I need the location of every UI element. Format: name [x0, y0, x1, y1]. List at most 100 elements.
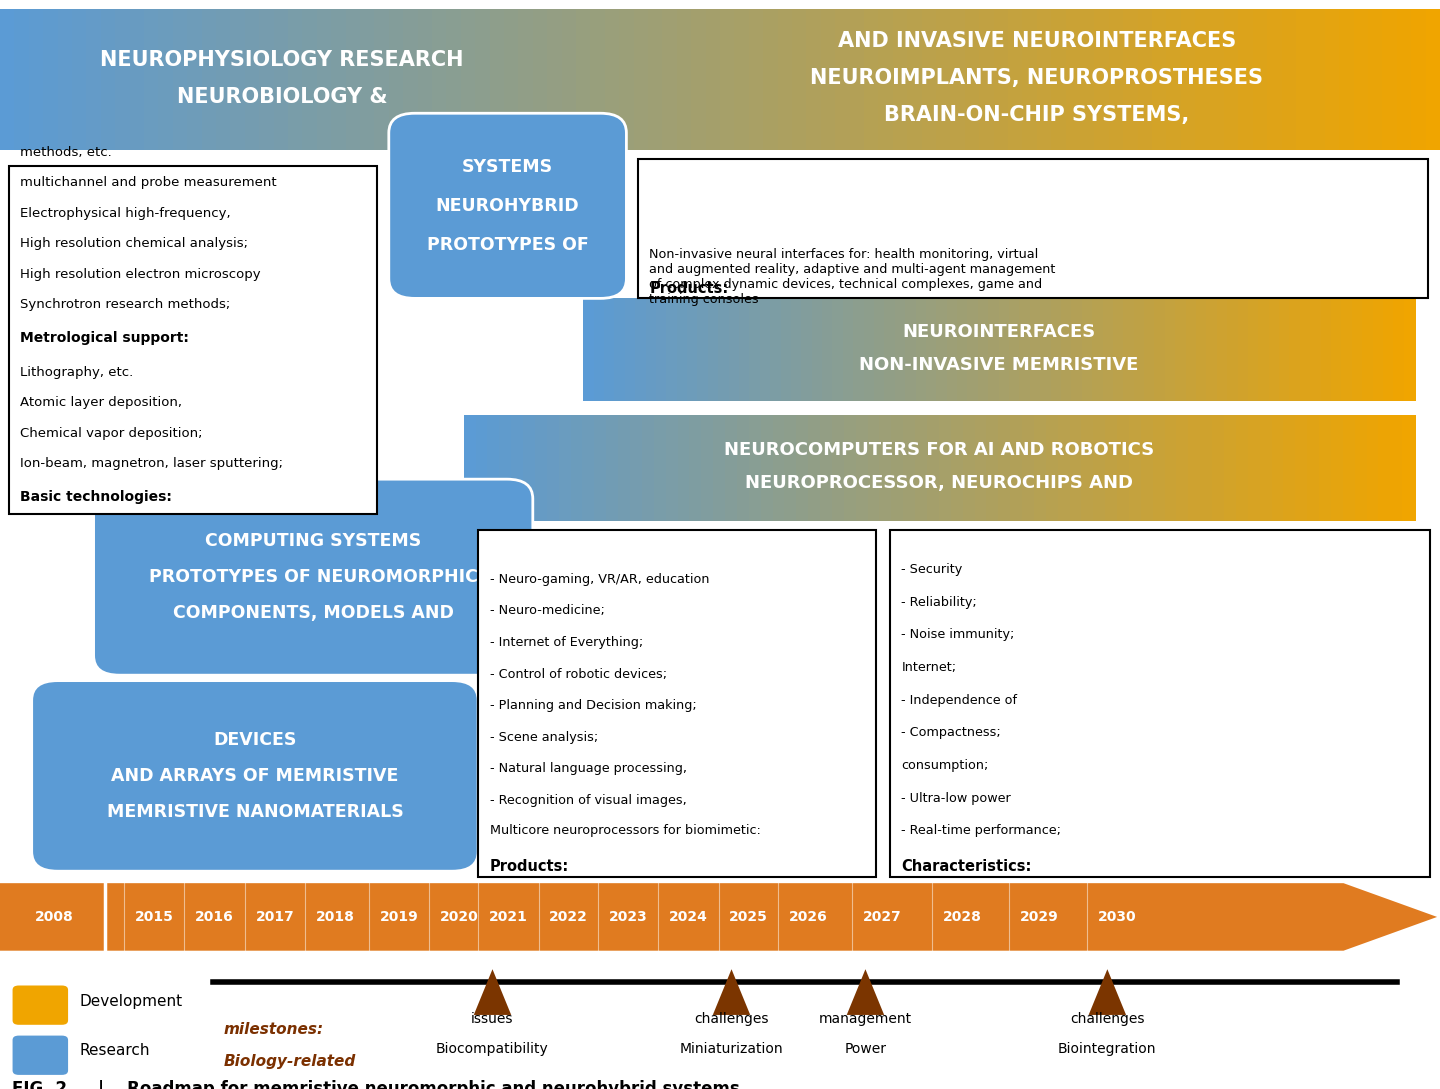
Bar — [927, 415, 940, 521]
Text: Research: Research — [79, 1043, 150, 1059]
Bar — [894, 298, 907, 401]
Polygon shape — [0, 883, 1437, 951]
Bar — [1382, 298, 1395, 401]
Bar — [968, 298, 979, 401]
Bar — [1207, 298, 1218, 401]
Text: 2019: 2019 — [380, 910, 418, 923]
Text: - Security: - Security — [901, 563, 963, 576]
Bar — [1140, 415, 1155, 521]
Bar — [1066, 9, 1081, 150]
Bar — [749, 298, 762, 401]
Bar — [950, 9, 966, 150]
Text: COMPUTING SYSTEMS: COMPUTING SYSTEMS — [204, 533, 422, 550]
Bar — [998, 415, 1011, 521]
Bar — [812, 298, 824, 401]
Bar — [1282, 9, 1297, 150]
Bar — [478, 530, 876, 877]
Text: challenges: challenges — [1070, 1012, 1145, 1026]
Bar — [1106, 415, 1119, 521]
Text: - Real-time performance;: - Real-time performance; — [901, 824, 1061, 837]
Text: - Ultra-low power: - Ultra-low power — [901, 792, 1011, 805]
Bar — [729, 298, 740, 401]
Bar — [697, 298, 710, 401]
Text: NEUROBIOLOGY &: NEUROBIOLOGY & — [177, 87, 387, 107]
Bar — [1296, 9, 1312, 150]
Bar — [906, 298, 917, 401]
Bar — [1176, 415, 1189, 521]
Text: 2008: 2008 — [36, 910, 73, 923]
Bar — [701, 415, 714, 521]
Bar — [785, 415, 798, 521]
Bar — [1355, 415, 1368, 521]
Polygon shape — [847, 969, 884, 1015]
Bar — [302, 9, 318, 150]
Text: NEUROHYBRID: NEUROHYBRID — [436, 197, 579, 215]
Text: 2029: 2029 — [1021, 910, 1058, 923]
Bar — [1123, 9, 1139, 150]
Bar — [1057, 415, 1071, 521]
Bar — [1269, 298, 1280, 401]
Text: 2027: 2027 — [864, 910, 901, 923]
Bar — [665, 415, 680, 521]
Bar — [864, 9, 880, 150]
Bar — [1212, 415, 1225, 521]
Text: - Reliability;: - Reliability; — [901, 596, 978, 609]
Bar — [1296, 415, 1309, 521]
Text: AND ARRAYS OF MEMRISTIVE: AND ARRAYS OF MEMRISTIVE — [111, 767, 399, 785]
Bar — [1411, 9, 1427, 150]
Text: - Scene analysis;: - Scene analysis; — [490, 731, 598, 744]
Bar — [86, 9, 102, 150]
Bar — [734, 9, 750, 150]
Bar — [1247, 415, 1261, 521]
Bar — [158, 9, 174, 150]
Bar — [618, 415, 631, 521]
Bar — [760, 415, 775, 521]
Bar — [963, 415, 976, 521]
Text: Power: Power — [844, 1042, 887, 1056]
Bar — [187, 9, 203, 150]
Bar — [708, 298, 720, 401]
Text: COMPONENTS, MODELS AND: COMPONENTS, MODELS AND — [173, 604, 454, 622]
Bar — [511, 415, 524, 521]
Bar — [713, 415, 727, 521]
Bar — [667, 298, 678, 401]
Bar — [678, 415, 691, 521]
Text: 2025: 2025 — [730, 910, 768, 923]
Bar — [842, 298, 855, 401]
Bar — [939, 415, 952, 521]
Bar — [999, 298, 1011, 401]
Bar — [403, 9, 419, 150]
Text: Biointegration: Biointegration — [1058, 1042, 1156, 1056]
Bar — [72, 9, 88, 150]
Bar — [1117, 415, 1130, 521]
Text: SYSTEMS: SYSTEMS — [462, 158, 553, 175]
Bar — [1354, 9, 1369, 150]
Text: - Noise immunity;: - Noise immunity; — [901, 628, 1015, 641]
Bar — [1267, 9, 1283, 150]
Bar — [687, 298, 698, 401]
Text: |    Roadmap for memristive neuromorphic and neurohybrid systems: | Roadmap for memristive neuromorphic an… — [98, 1080, 740, 1089]
Text: MEMRISTIVE NANOMATERIALS: MEMRISTIVE NANOMATERIALS — [107, 803, 403, 821]
Bar — [603, 298, 616, 401]
Bar — [1022, 415, 1035, 521]
Bar — [1368, 9, 1384, 150]
Bar — [720, 9, 736, 150]
Bar — [780, 298, 792, 401]
Bar — [1133, 298, 1145, 401]
Bar — [1310, 298, 1322, 401]
Bar — [1092, 298, 1104, 401]
Bar — [500, 415, 513, 521]
Text: Synchrotron research methods;: Synchrotron research methods; — [20, 298, 230, 311]
Text: Chemical vapor deposition;: Chemical vapor deposition; — [20, 427, 203, 440]
Bar — [850, 9, 865, 150]
Bar — [1143, 298, 1156, 401]
Bar — [1253, 9, 1269, 150]
Bar — [288, 9, 304, 150]
Text: - Recognition of visual images,: - Recognition of visual images, — [490, 794, 687, 807]
Bar — [719, 298, 730, 401]
Text: NEUROPROCESSOR, NEUROCHIPS AND: NEUROPROCESSOR, NEUROCHIPS AND — [744, 474, 1133, 492]
Bar — [706, 9, 721, 150]
Bar — [1404, 298, 1416, 401]
Bar — [1210, 9, 1225, 150]
Bar — [259, 9, 275, 150]
